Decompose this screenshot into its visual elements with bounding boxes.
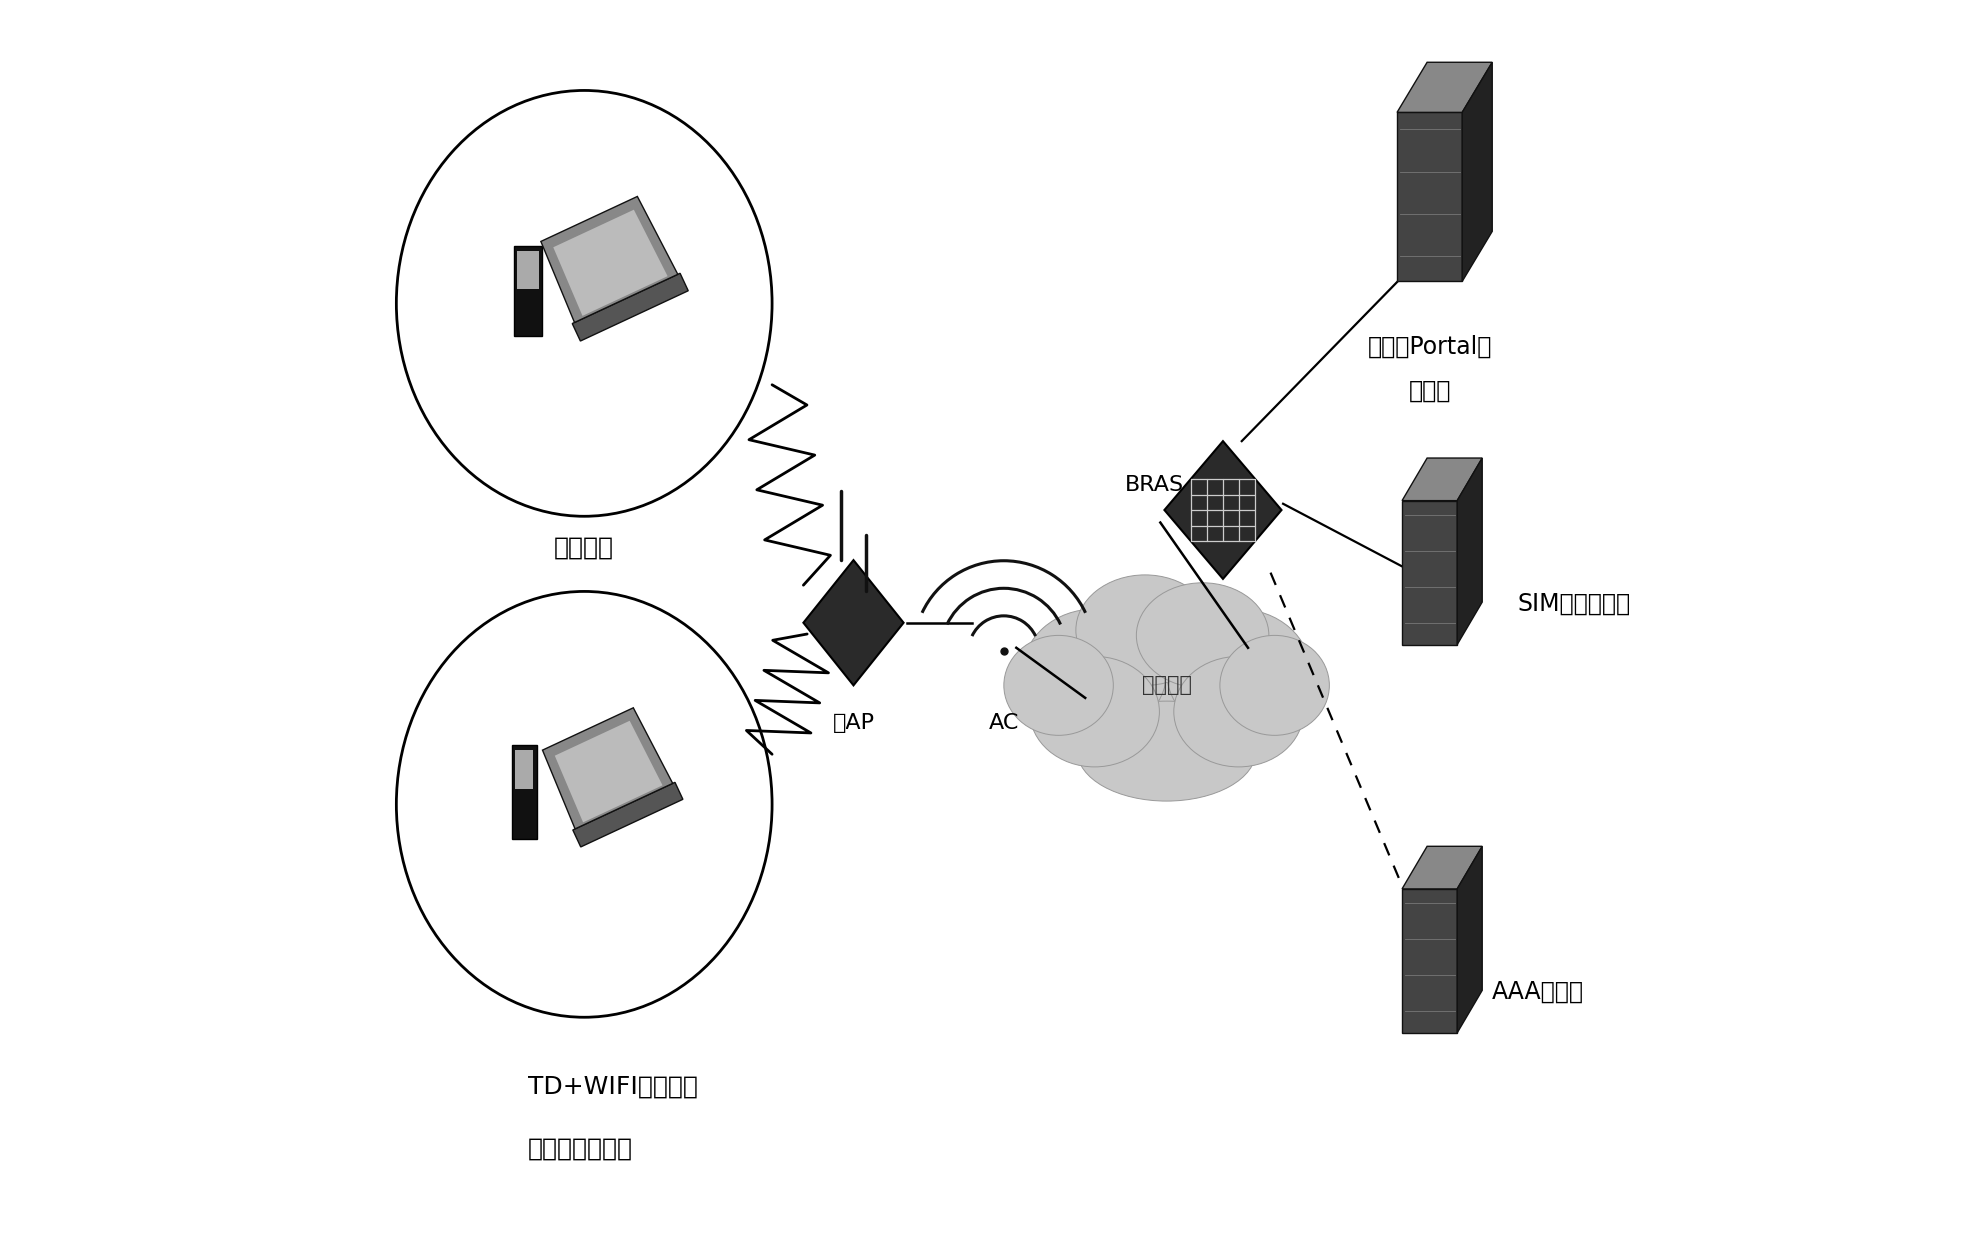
Ellipse shape <box>1078 701 1257 801</box>
Text: 普通安全类用户: 普通安全类用户 <box>528 1137 632 1161</box>
Text: AAA服务器: AAA服务器 <box>1491 980 1584 1004</box>
Polygon shape <box>542 708 672 829</box>
Text: TD+WIFI融合终端: TD+WIFI融合终端 <box>528 1074 697 1098</box>
Ellipse shape <box>1080 606 1253 765</box>
Polygon shape <box>518 250 538 288</box>
Ellipse shape <box>1166 609 1310 736</box>
Polygon shape <box>1403 889 1458 1033</box>
Polygon shape <box>1397 62 1491 112</box>
Text: 服务器: 服务器 <box>1409 379 1450 403</box>
Polygon shape <box>571 273 688 341</box>
Polygon shape <box>573 782 684 847</box>
Polygon shape <box>1462 62 1491 282</box>
Polygon shape <box>512 745 536 839</box>
Text: SIM认证服务器: SIM认证服务器 <box>1517 593 1631 616</box>
Ellipse shape <box>1076 575 1214 686</box>
Polygon shape <box>1403 458 1481 501</box>
Polygon shape <box>1458 847 1481 1033</box>
Polygon shape <box>542 196 678 322</box>
Polygon shape <box>514 245 542 336</box>
Ellipse shape <box>1137 582 1269 688</box>
Ellipse shape <box>396 91 772 516</box>
Polygon shape <box>556 721 662 823</box>
Ellipse shape <box>1022 609 1166 736</box>
Ellipse shape <box>1030 657 1160 767</box>
Ellipse shape <box>1005 635 1113 736</box>
Text: 门户（Portal）: 门户（Portal） <box>1367 335 1491 360</box>
Text: AC: AC <box>989 713 1018 733</box>
Polygon shape <box>554 210 668 316</box>
Ellipse shape <box>1174 657 1304 767</box>
Polygon shape <box>1164 442 1282 579</box>
Text: 有线网络: 有线网络 <box>1141 676 1192 696</box>
Text: BRAS: BRAS <box>1125 476 1184 494</box>
Ellipse shape <box>396 591 772 1018</box>
Text: 明文用户: 明文用户 <box>554 536 615 560</box>
Polygon shape <box>1403 847 1481 889</box>
Polygon shape <box>1458 458 1481 644</box>
Polygon shape <box>514 750 534 789</box>
Polygon shape <box>804 560 904 686</box>
Polygon shape <box>1403 501 1458 644</box>
Polygon shape <box>1397 112 1462 282</box>
Ellipse shape <box>1219 635 1330 736</box>
Text: 瘦AP: 瘦AP <box>833 713 875 733</box>
